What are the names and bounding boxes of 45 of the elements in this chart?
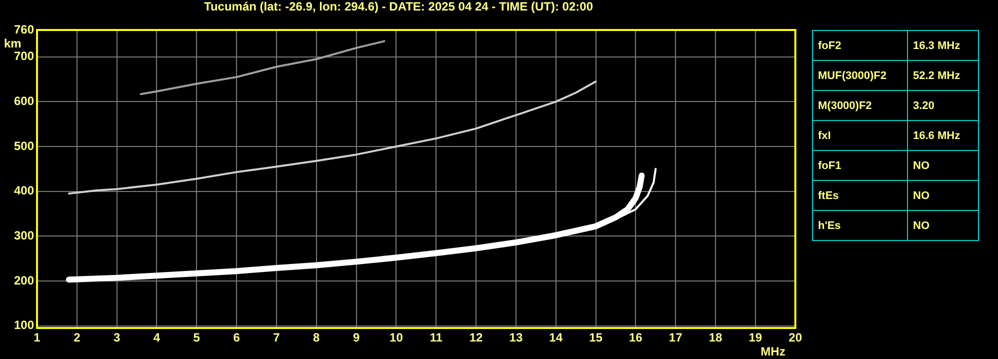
text: 16.6 MHz [908, 120, 978, 150]
text: M(3000)F2 [812, 90, 908, 120]
text: 3.20 [908, 90, 978, 120]
y-tick-label: 700 [14, 49, 34, 64]
x-tick-label: 1 [34, 330, 41, 345]
text: 16.3 MHz [908, 30, 978, 60]
text: fxI [812, 120, 908, 150]
x-tick-label: 8 [313, 330, 320, 345]
y-tick-label: 600 [14, 94, 34, 108]
y-tick-label: 760 [14, 22, 34, 36]
x-tick-label: 13 [509, 330, 523, 345]
x-tick-label: 16 [629, 330, 643, 345]
y-tick-label: 200 [14, 273, 34, 288]
x-tick-label: 15 [589, 330, 603, 345]
x-axis-title: MHz [760, 344, 786, 358]
y-axis-title: km [4, 36, 22, 50]
x-tick-label: 5 [193, 330, 200, 345]
x-tick-label: 12 [469, 330, 484, 345]
chart-title: Tucumán (lat: -26.9, lon: 294.6) - DATE: 2025 04 24 - TIME (UT): 02:00 [204, 0, 594, 14]
x-tick-label: 2 [74, 330, 81, 345]
text: foF1 [812, 150, 908, 180]
text: h'Es [812, 210, 908, 240]
y-tick-label: 300 [14, 228, 34, 242]
x-tick-label: 17 [668, 330, 683, 345]
text: NO [908, 180, 978, 210]
y-tick-label: 400 [14, 184, 34, 198]
x-tick-label: 14 [549, 330, 563, 345]
x-tick-label: 3 [113, 330, 120, 345]
text: foF2 [812, 30, 908, 60]
x-tick-label: 9 [352, 330, 360, 345]
y-tick-label: 500 [14, 138, 34, 153]
text: 52.2 MHz [908, 60, 978, 90]
x-tick-label: 7 [273, 330, 280, 345]
x-tick-label: 11 [430, 330, 443, 345]
x-tick-label: 10 [390, 330, 404, 345]
x-tick-label: 18 [708, 330, 722, 345]
text: NO [908, 150, 978, 180]
text: ftEs [812, 180, 908, 210]
x-tick-label: 4 [153, 330, 160, 345]
x-tick-label: 6 [233, 330, 240, 345]
y-tick-label: 100 [14, 318, 34, 332]
x-tick-label: 20 [788, 330, 802, 345]
x-tick-label: 19 [748, 330, 762, 345]
text: NO [908, 210, 978, 240]
text: MUF(3000)F2 [812, 60, 908, 90]
